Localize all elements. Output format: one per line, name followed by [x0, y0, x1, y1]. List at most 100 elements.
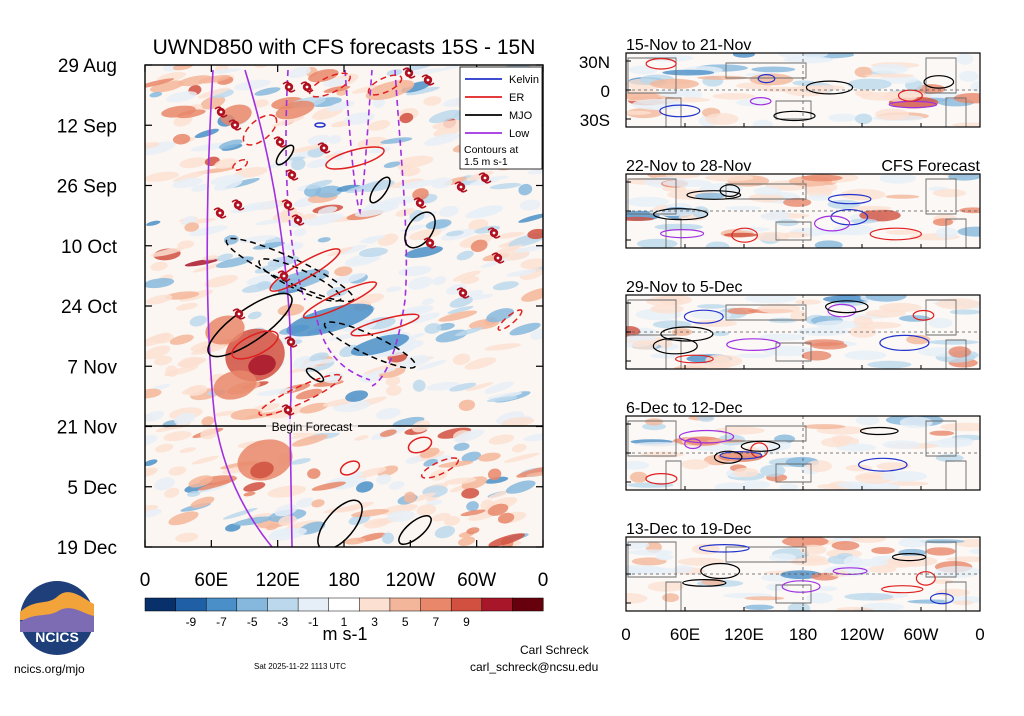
anomaly-patch: [200, 95, 226, 110]
legend-note-line2: 1.5 m s-1: [464, 156, 508, 168]
anomaly-patch: [412, 379, 426, 392]
panel-longitude-label: 60W: [904, 625, 939, 644]
anomaly-patch: [334, 266, 353, 277]
anomaly-patch: [363, 363, 401, 375]
anomaly-patch: [466, 527, 480, 535]
coastline: [627, 420, 677, 457]
anomaly-patch: [487, 392, 523, 400]
anomaly-patch: [174, 412, 196, 425]
anomaly-patch: [405, 456, 423, 464]
tropical-cyclone-icon: [413, 197, 427, 209]
panel-anomaly-patch: [885, 229, 920, 235]
anomaly-patch: [474, 225, 501, 234]
main-title: UWND850 with CFS forecasts 15S - 15N: [153, 36, 536, 59]
anomaly-core: [250, 461, 274, 479]
panel-contour: [881, 585, 924, 594]
panel-contour: [757, 73, 776, 84]
anomaly-patch: [216, 253, 233, 262]
panel-anomaly-patch: [705, 113, 739, 125]
colorbar-tick-labels: -9 -7 -5 -3 -1 1 3 5 7 9: [186, 615, 471, 629]
panel-contour: [652, 208, 709, 221]
map-panel: 22-Nov to 28-Nov CFS Forecast: [625, 158, 981, 249]
panel-anomaly-patch: [806, 185, 833, 198]
anomaly-patch: [267, 485, 306, 498]
panel-anomaly-patch: [697, 75, 748, 80]
panel-anomaly-patch: [865, 309, 906, 318]
anomaly-patch: [496, 411, 524, 425]
tropical-cyclone-icon: [282, 81, 296, 93]
footer-email[interactable]: carl_schreck@ncsu.edu: [470, 660, 599, 674]
map-panel: 29-Nov to 5-Dec: [625, 279, 981, 370]
panel-anomaly-patch: [787, 602, 811, 611]
panel-contour: [684, 438, 702, 450]
panel-anomaly-patch: [959, 207, 980, 214]
panel-longitude-label: 120E: [724, 625, 764, 644]
panel-contour: [879, 334, 930, 351]
footer-url[interactable]: ncics.org/mjo: [14, 662, 85, 676]
panel-anomaly-patch: [936, 298, 980, 310]
panel-anomaly-patch: [814, 320, 862, 329]
anomaly-patch: [177, 75, 213, 87]
legend-label-er: ER: [509, 92, 524, 104]
anomaly-patch: [197, 87, 230, 99]
anomaly-patch: [458, 399, 476, 411]
panel-anomaly-patch: [662, 69, 715, 76]
panel-anomaly-patch: [760, 212, 790, 221]
panel-anomaly-patch: [752, 119, 774, 127]
er-contour: [269, 248, 341, 292]
anomaly-patch: [438, 310, 478, 322]
forecast-label: Begin Forecast: [272, 420, 353, 434]
coastlines: [627, 57, 967, 127]
legend: Kelvin ER MJO Low Contours at 1.5 m s-1: [459, 66, 543, 170]
anomaly-patch: [247, 311, 262, 320]
anomaly-patch: [399, 306, 429, 316]
anomaly-patch: [516, 466, 543, 478]
anomaly-patch: [343, 112, 375, 125]
anomaly-patch: [307, 134, 331, 146]
panel-contour: [859, 426, 899, 436]
anomaly-patch: [305, 358, 338, 366]
panel-anomaly-patch: [875, 108, 910, 121]
panel-anomaly-patch: [882, 440, 921, 450]
coastline: [925, 57, 957, 94]
anomaly-patch: [270, 527, 297, 536]
anomaly-patch: [520, 258, 543, 270]
colorbar-cell: [297, 597, 330, 612]
panel-anomaly-patch: [779, 483, 799, 490]
tropical-cyclone-icon: [273, 136, 287, 148]
anomaly-patch: [495, 231, 525, 239]
panel-anomaly-patch: [626, 461, 650, 470]
panel-contour: [682, 579, 727, 587]
anomaly-patch: [165, 291, 200, 300]
panel-anomaly-patch: [802, 424, 846, 430]
panel-anomaly-patch: [879, 174, 916, 184]
panel-anomaly-patch: [677, 363, 726, 369]
panel-anomaly-patch: [865, 73, 915, 78]
anomaly-patch: [146, 220, 161, 226]
anomaly-patch: [252, 241, 286, 250]
panel-contours: [682, 543, 954, 605]
tropical-cyclone-icon: [232, 308, 246, 320]
panel-anomaly-patch: [853, 316, 873, 326]
anomaly-patch: [179, 447, 197, 453]
anomaly-patch: [404, 246, 443, 258]
panel-anomaly-patch: [823, 295, 869, 303]
colorbar-cell: [144, 597, 177, 612]
anomaly-patch: [484, 343, 521, 351]
anomaly-patch: [145, 278, 175, 289]
panel-anomaly-patch: [628, 65, 658, 75]
panel-contour: [683, 309, 724, 324]
coastline: [945, 581, 967, 611]
panel-anomaly-patch: [626, 216, 655, 221]
anomaly-patch: [487, 468, 502, 481]
panel-anomaly-patch: [705, 174, 754, 182]
coastline: [665, 581, 682, 611]
panel-contours: [645, 57, 955, 122]
panel-anomaly-patch: [969, 548, 980, 555]
anomaly-patch: [243, 491, 256, 497]
colorbar-tick-label: 1: [341, 615, 348, 629]
panel-anomaly-patch: [855, 113, 873, 125]
tropical-cyclone-icon: [487, 227, 501, 239]
anomaly-patch: [394, 155, 434, 168]
